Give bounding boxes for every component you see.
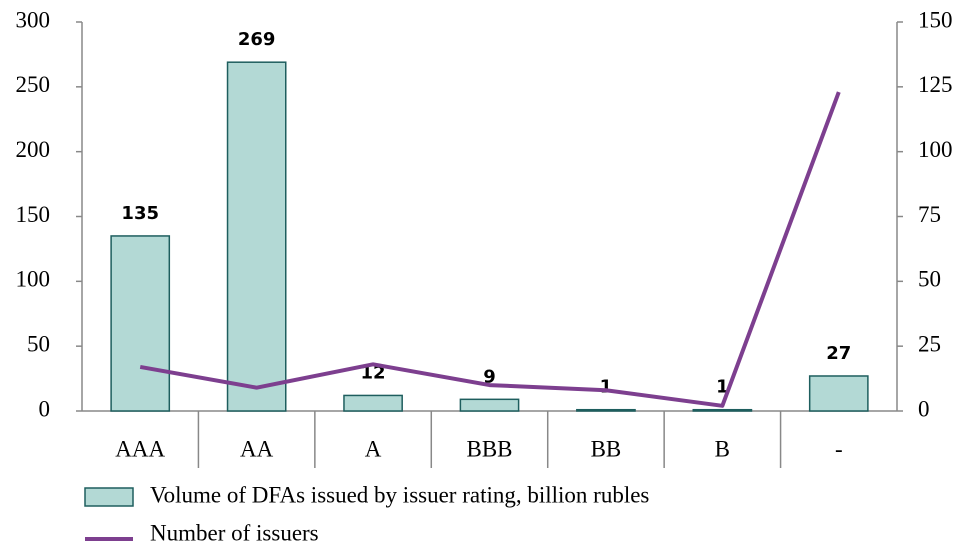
y2-tick-label: 150	[918, 7, 953, 32]
y2-tick-label: 0	[918, 396, 930, 421]
line	[139, 91, 841, 408]
bar	[808, 375, 869, 412]
y-tick-label: 150	[16, 202, 51, 227]
y-tick-label: 250	[16, 72, 51, 97]
x-tick-label: BB	[591, 436, 622, 461]
y-tick-label: 50	[27, 331, 50, 356]
y-tick-label: 200	[16, 137, 51, 162]
x-tick-label: AAA	[115, 436, 165, 461]
bar	[692, 408, 753, 412]
x-tick-label: AA	[240, 436, 274, 461]
value-label: 1	[600, 377, 613, 398]
legend-swatch-bar	[84, 487, 134, 507]
value-label: 9	[483, 366, 496, 387]
y-tick-label: 100	[16, 267, 51, 292]
value-label: 135	[121, 203, 159, 224]
value-label: 27	[826, 343, 851, 364]
legend-label: Volume of DFAs issued by issuer rating, …	[150, 482, 649, 507]
y-tick-label: 0	[39, 396, 51, 421]
y2-tick-label: 25	[918, 331, 941, 356]
y2-tick-label: 125	[918, 72, 953, 97]
x-tick-label: B	[715, 436, 730, 461]
value-label: 269	[238, 29, 276, 50]
value-label: 12	[361, 362, 386, 383]
x-tick-label: BBB	[466, 436, 512, 461]
bar	[576, 408, 636, 412]
y2-tick-label: 100	[918, 137, 953, 162]
y2-tick-label: 50	[918, 267, 941, 292]
y-tick-label: 300	[16, 7, 51, 32]
x-tick-label: -	[835, 436, 843, 461]
y2-tick-label: 75	[918, 202, 941, 227]
x-tick-label: A	[365, 436, 382, 461]
bar	[343, 394, 403, 412]
bar	[226, 61, 287, 412]
bar	[110, 235, 171, 412]
legend-label: Number of issuers	[150, 520, 319, 545]
bar	[459, 398, 520, 412]
